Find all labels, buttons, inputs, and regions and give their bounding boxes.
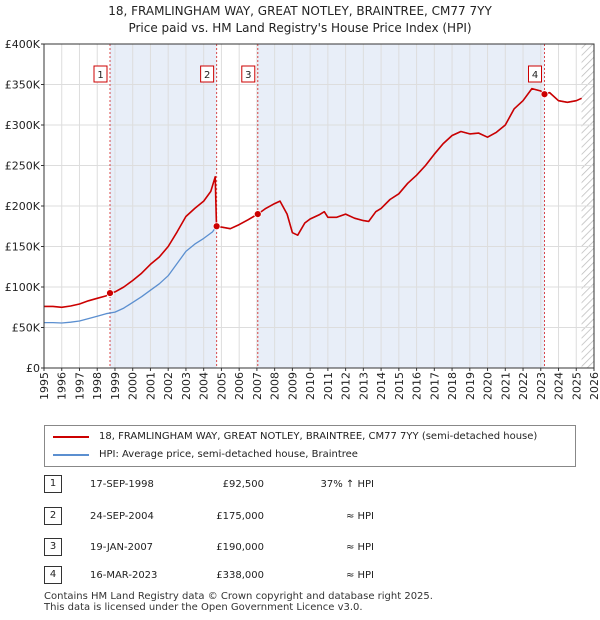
- y-tick-label: £50K: [12, 322, 41, 335]
- sale-label-number: 4: [532, 70, 538, 81]
- transaction-date: 17-SEP-1998: [90, 479, 154, 490]
- footer-line-2: This data is licensed under the Open Gov…: [44, 602, 363, 613]
- x-tick-label: 1997: [73, 372, 86, 400]
- footer-license: Contains HM Land Registry data © Crown c…: [44, 591, 433, 613]
- transaction-price: £338,000: [216, 570, 264, 581]
- sale-label-number: 2: [204, 70, 210, 81]
- x-tick-label: 1995: [38, 372, 51, 400]
- chart-title-line2: Price paid vs. HM Land Registry's House …: [128, 21, 472, 35]
- transaction-date: 24-SEP-2004: [90, 511, 154, 522]
- sale-label-number: 3: [245, 70, 251, 81]
- x-tick-label: 1998: [91, 372, 104, 400]
- y-tick-label: £250K: [5, 160, 41, 173]
- transaction-number: 2: [44, 507, 62, 525]
- price-chart: 1 2 3 4 £0 £50K £100K £150K £200K £250K £300K £350…: [5, 38, 600, 400]
- transaction-number: 3: [44, 538, 62, 556]
- x-tick-label: 2006: [233, 372, 246, 400]
- y-tick-label: £200K: [5, 200, 41, 213]
- sale-label-number: 1: [97, 70, 103, 81]
- x-tick-label: 2002: [162, 372, 175, 400]
- sale-label-box: [528, 65, 542, 83]
- transaction-date: 19-JAN-2007: [90, 542, 154, 553]
- x-tick-label: 2000: [127, 372, 140, 400]
- y-tick-label: £100K: [5, 281, 41, 294]
- x-tick-label: 2021: [499, 372, 512, 400]
- x-tick-label: 2023: [535, 372, 548, 400]
- transaction-number: 4: [44, 566, 62, 584]
- x-tick-label: 2025: [570, 372, 583, 400]
- transaction-price: £190,000: [216, 542, 264, 553]
- x-tick-label: 2026: [588, 372, 600, 400]
- transaction-number: 1: [44, 475, 62, 493]
- sale-label-box: [200, 65, 215, 83]
- x-tick-label: 2009: [286, 372, 299, 400]
- x-tick-label: 2005: [215, 372, 228, 400]
- x-tick-label: 2024: [553, 372, 566, 400]
- y-tick-label: £0: [26, 362, 40, 375]
- x-tick-label: 2012: [340, 372, 353, 400]
- footer-line-1: Contains HM Land Registry data © Crown c…: [44, 591, 433, 602]
- transaction-hpi: 37% ↑ HPI: [320, 479, 374, 490]
- transaction-price: £175,000: [216, 511, 264, 522]
- x-tick-label: 2007: [251, 372, 264, 400]
- x-tick-label: 1996: [56, 372, 69, 400]
- x-tick-label: 2013: [357, 372, 370, 400]
- sale-point-marker: [540, 90, 549, 99]
- sale-label-box: [241, 65, 256, 83]
- x-tick-label: 2003: [180, 372, 193, 400]
- x-tick-label: 2014: [375, 372, 388, 400]
- y-tick-label: £350K: [5, 79, 41, 92]
- x-tick-label: 2016: [411, 372, 424, 400]
- x-tick-label: 2015: [393, 372, 406, 400]
- sale-point-marker: [253, 210, 262, 219]
- transaction-hpi: ≈ HPI: [345, 570, 374, 581]
- x-tick-label: 2019: [464, 372, 477, 400]
- sale-point-marker: [212, 222, 221, 231]
- legend-line-hpi: [53, 454, 89, 456]
- transaction-price: £92,500: [222, 479, 264, 490]
- x-tick-label: 2018: [446, 372, 459, 400]
- x-tick-label: 2020: [482, 372, 495, 400]
- transaction-hpi: ≈ HPI: [345, 511, 374, 522]
- x-tick-label: 2017: [428, 372, 441, 400]
- x-tick-label: 2011: [322, 372, 335, 400]
- y-tick-label: £300K: [5, 119, 41, 132]
- sale-label-box: [93, 65, 108, 83]
- x-tick-label: 2022: [517, 372, 530, 400]
- transaction-date: 16-MAR-2023: [90, 570, 158, 581]
- legend-line-property: [53, 436, 89, 438]
- x-tick-label: 2001: [144, 372, 157, 400]
- x-tick-label: 2010: [304, 372, 317, 400]
- legend: 18, FRAMLINGHAM WAY, GREAT NOTLEY, BRAIN…: [44, 425, 576, 467]
- series-line-property: [44, 87, 582, 309]
- x-tick-label: 1999: [109, 372, 122, 400]
- sale-point-marker: [106, 289, 114, 297]
- transaction-hpi: ≈ HPI: [345, 542, 374, 553]
- legend-label-property: 18, FRAMLINGHAM WAY, GREAT NOTLEY, BRAIN…: [99, 431, 538, 442]
- y-tick-label: £150K: [5, 241, 41, 254]
- x-tick-label: 2004: [198, 372, 211, 400]
- x-tick-label: 2008: [269, 372, 282, 400]
- legend-label-hpi: HPI: Average price, semi-detached house,…: [99, 449, 358, 460]
- y-tick-label: £400K: [5, 38, 41, 51]
- chart-title-line1: 18, FRAMLINGHAM WAY, GREAT NOTLEY, BRAIN…: [108, 4, 492, 18]
